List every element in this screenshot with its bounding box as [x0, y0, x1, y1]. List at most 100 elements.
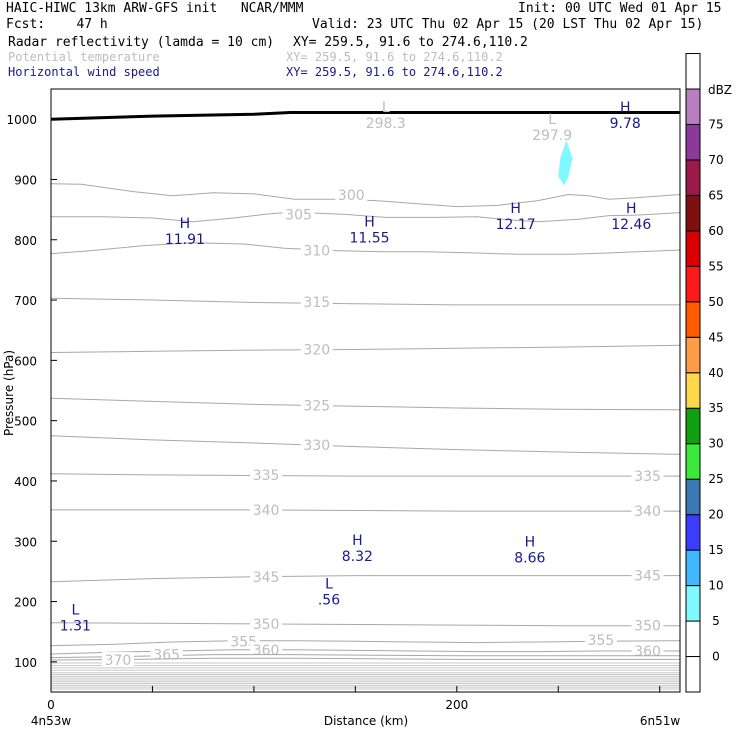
colorbar-label: 50	[708, 295, 723, 309]
hl-marker-letter: L	[71, 602, 79, 618]
reflectivity-cell	[558, 140, 573, 186]
hl-marker-letter: H	[364, 215, 375, 231]
valid-time: Valid: 23 UTC Thu 02 Apr 15 (20 LST Thu …	[312, 17, 704, 32]
hl-marker-value: .56	[318, 593, 340, 609]
hl-marker-letter: H	[352, 533, 363, 549]
init-time: Init: 00 UTC Wed 01 Apr 15	[518, 1, 722, 16]
theta-contour-label: 350	[634, 619, 661, 635]
contour-label-bg	[335, 187, 368, 202]
y-tick-label: 100	[14, 656, 37, 670]
x-axis-title: Distance (km)	[324, 714, 408, 728]
colorbar-label: 65	[708, 188, 723, 202]
theta-contour-305	[51, 212, 681, 223]
colorbar-label: 25	[708, 472, 723, 486]
hl-marker-value: 297.9	[532, 128, 572, 144]
hl-marker-value: 8.66	[514, 550, 545, 566]
colorbar-swatch	[685, 336, 701, 374]
hl-marker-letter: H	[510, 201, 521, 217]
hl-marker-letter: H	[620, 100, 631, 116]
colorbar-label: 60	[708, 224, 723, 238]
hl-marker-value: 11.91	[165, 232, 205, 248]
theta-contour-315	[50, 297, 680, 306]
theta-contour-370	[50, 657, 680, 661]
colorbar-label: 10	[708, 579, 723, 593]
theta-contour-label: 335	[634, 469, 661, 485]
field-reflectivity-xy: XY= 259.5, 91.6 to 274.6,110.2	[293, 35, 528, 50]
field-wind-xy: XY= 259.5, 91.6 to 274.6,110.2	[286, 65, 503, 79]
colorbar-swatch	[685, 265, 701, 303]
y-axis-title: Pressure (hPa)	[2, 350, 16, 436]
theta-contour-325	[50, 397, 681, 411]
hl-marker-value: 12.17	[496, 217, 536, 233]
colorbar-swatch	[685, 620, 701, 658]
contour-label-bg	[584, 632, 617, 647]
contour-label-bg	[300, 397, 333, 412]
theta-contour-label: 350	[253, 617, 280, 633]
y-tick-label: 800	[14, 234, 37, 248]
contour-label-bg	[250, 466, 283, 481]
colorbar-swatch	[685, 372, 701, 409]
colorbar-label: 15	[708, 543, 723, 557]
y-tick-label: 500	[14, 415, 37, 429]
y-tick-label: 400	[14, 475, 37, 489]
theta-contour-label: 335	[253, 468, 280, 484]
hl-marker-letter: L	[548, 112, 556, 128]
x-end-label: 6n51w	[640, 714, 681, 728]
colorbar-swatch	[685, 123, 701, 161]
theta-contour-label: 315	[303, 295, 330, 311]
hl-marker-letter: H	[525, 534, 536, 550]
theta-contour-label: 345	[253, 570, 280, 586]
theta-contour-310	[50, 242, 681, 255]
theta-contour-340	[51, 509, 680, 512]
x-start-label: 4n53w	[31, 714, 72, 728]
x-tick-label: 0	[47, 698, 55, 712]
colorbar-swatch	[685, 301, 701, 338]
colorbar-label: 70	[708, 153, 723, 167]
theta-contour-345	[50, 575, 680, 583]
theta-contour-label: 355	[588, 633, 615, 649]
colorbar-swatch	[685, 230, 701, 267]
contour-label-bg	[300, 341, 333, 356]
contour-label-bg	[250, 615, 283, 630]
theta-contour-label: 340	[253, 503, 280, 519]
contour-label-bg	[101, 652, 134, 667]
theta-contour-335	[50, 473, 680, 477]
colorbar-swatch	[685, 159, 701, 196]
contour-label-bg	[250, 568, 283, 583]
hl-marker-letter: L	[382, 100, 390, 116]
colorbar-swatch	[685, 585, 701, 622]
theta-contour-330	[50, 435, 681, 455]
colorbar-label: 40	[708, 366, 723, 380]
theta-contour-label: 320	[303, 342, 330, 358]
contour-label-bg	[150, 646, 183, 661]
hl-marker-value: 8.32	[342, 549, 373, 565]
theta-contour-label: 365	[153, 648, 180, 664]
colorbar-label: 20	[708, 508, 723, 522]
y-tick-label: 200	[14, 596, 37, 610]
theta-contour-label: 360	[634, 644, 661, 660]
field-theta-name: Potential temperature	[8, 50, 160, 64]
contour-label-bg	[250, 501, 283, 516]
y-tick-label: 700	[14, 294, 37, 308]
colorbar-swatch	[685, 53, 701, 90]
colorbar-swatch	[685, 514, 701, 551]
field-reflectivity-name: Radar reflectivity (lamda = 10 cm)	[8, 35, 275, 50]
forecast-hour: Fcst: 47 h	[6, 17, 108, 32]
theta-contour-label: 300	[338, 188, 365, 204]
hl-marker-value: 12.46	[611, 217, 651, 233]
contour-label-bg	[300, 242, 333, 257]
theta-contour-label: 310	[303, 244, 330, 260]
contour-label-bg	[282, 206, 315, 221]
colorbar-label: 35	[708, 401, 723, 415]
theta-contour-label: 345	[634, 569, 661, 585]
theta-contour-label: 325	[303, 399, 330, 415]
colorbar-label: 30	[708, 437, 723, 451]
theta-contour-label: 370	[105, 653, 132, 669]
contour-label-bg	[300, 293, 333, 308]
contour-label-bg	[631, 642, 664, 657]
theta-contour-300	[50, 183, 681, 208]
theta-contour-350	[50, 622, 680, 627]
contour-label-bg	[631, 468, 664, 483]
hl-marker-value: 298.3	[366, 116, 406, 132]
